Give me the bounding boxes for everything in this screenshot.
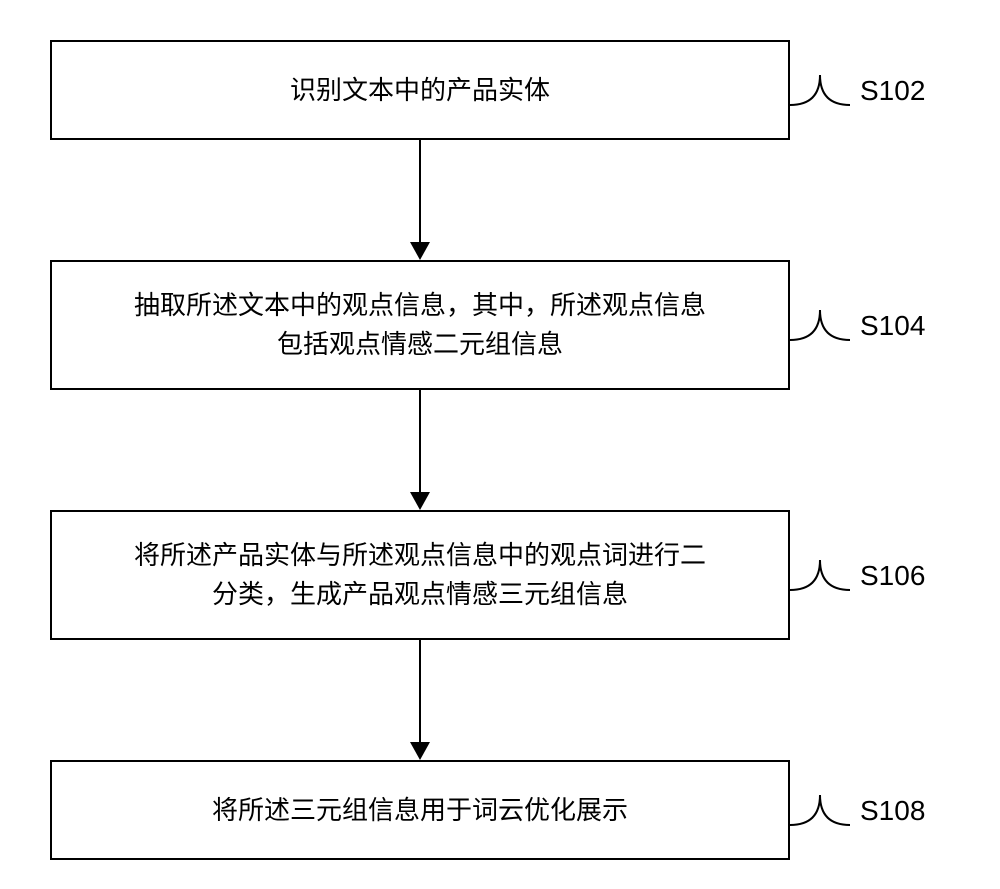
step-text-s108: 将所述三元组信息用于词云优化展示 (212, 791, 628, 830)
connector-s108 (790, 790, 850, 830)
arrow-line-1 (419, 140, 421, 242)
step-text-s102: 识别文本中的产品实体 (290, 71, 550, 110)
step-label-s102: S102 (860, 75, 925, 107)
step-label-s104: S104 (860, 310, 925, 342)
step-text-s104: 抽取所述文本中的观点信息，其中，所述观点信息 包括观点情感二元组信息 (134, 286, 706, 364)
flowchart-canvas: 识别文本中的产品实体 S102 抽取所述文本中的观点信息，其中，所述观点信息 包… (0, 0, 1000, 889)
connector-s102 (790, 70, 850, 110)
step-box-s102: 识别文本中的产品实体 (50, 40, 790, 140)
arrow-line-3 (419, 640, 421, 742)
connector-s106 (790, 555, 850, 595)
connector-s104 (790, 305, 850, 345)
arrow-head-1 (410, 242, 430, 260)
step-label-s106: S106 (860, 560, 925, 592)
arrow-head-3 (410, 742, 430, 760)
step-box-s104: 抽取所述文本中的观点信息，其中，所述观点信息 包括观点情感二元组信息 (50, 260, 790, 390)
step-box-s106: 将所述产品实体与所述观点信息中的观点词进行二 分类，生成产品观点情感三元组信息 (50, 510, 790, 640)
arrow-head-2 (410, 492, 430, 510)
step-text-s106: 将所述产品实体与所述观点信息中的观点词进行二 分类，生成产品观点情感三元组信息 (134, 536, 706, 614)
arrow-line-2 (419, 390, 421, 492)
step-box-s108: 将所述三元组信息用于词云优化展示 (50, 760, 790, 860)
step-label-s108: S108 (860, 795, 925, 827)
